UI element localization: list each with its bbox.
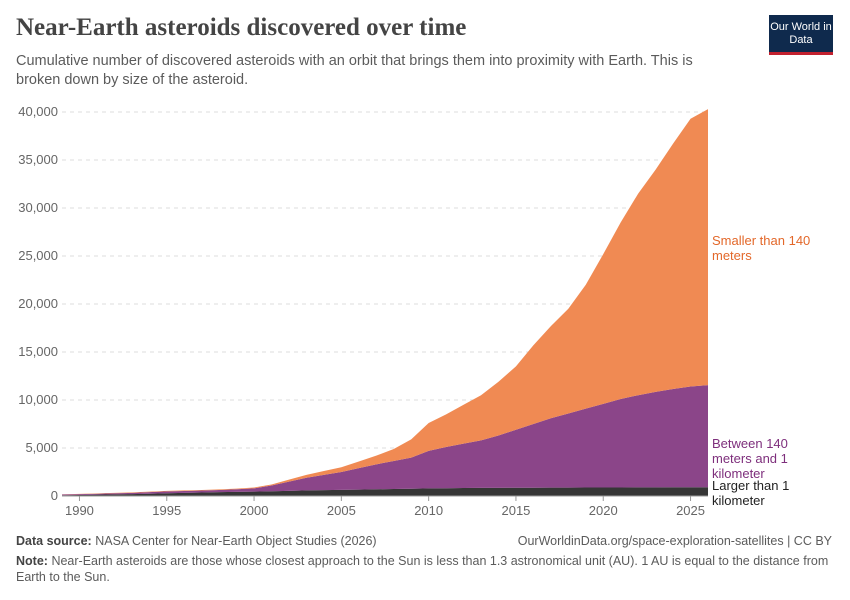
source-label: Data source:: [16, 534, 92, 548]
y-tick-label: 10,000: [18, 392, 58, 407]
y-tick-label: 25,000: [18, 248, 58, 263]
logo[interactable]: Our World in Data: [769, 15, 833, 55]
note-label: Note:: [16, 554, 48, 568]
y-tick-label: 20,000: [18, 296, 58, 311]
x-tick-label: 2005: [327, 503, 356, 518]
x-tick-label: 2020: [589, 503, 618, 518]
y-tick-label: 40,000: [18, 104, 58, 119]
logo-text: Our World in Data: [770, 21, 832, 46]
y-tick-label: 5,000: [25, 440, 58, 455]
source: NASA Center for Near-Earth Object Studie…: [95, 534, 377, 548]
y-tick-label: 30,000: [18, 200, 58, 215]
source-line: Data source: NASA Center for Near-Earth …: [16, 533, 377, 549]
area: [62, 109, 708, 495]
area: [62, 385, 708, 496]
y-tick-label: 15,000: [18, 344, 58, 359]
y-tick-label: 35,000: [18, 152, 58, 167]
series-label[interactable]: Larger than 1 kilometer: [712, 478, 790, 508]
area: [62, 487, 708, 496]
note-line: Note: Near-Earth asteroids are those who…: [16, 553, 836, 585]
subtitle: Cumulative number of discovered asteroid…: [16, 53, 693, 88]
x-tick-label: 2025: [676, 503, 705, 518]
x-tick-label: 2015: [501, 503, 530, 518]
series-label[interactable]: Smaller than 140 meters: [712, 233, 811, 263]
x-tick-label: 1990: [65, 503, 94, 518]
url[interactable]: OurWorldinData.org/space-exploration-sat…: [517, 534, 832, 548]
note: Near-Earth asteroids are those whose clo…: [16, 554, 829, 584]
x-tick-label: 2000: [240, 503, 269, 518]
x-tick-label: 2010: [414, 503, 443, 518]
title: Near-Earth asteroids discovered over tim…: [16, 14, 467, 41]
series-label[interactable]: Between 140 meters and 1 kilometer: [712, 436, 788, 481]
y-tick-label: 0: [51, 488, 58, 503]
x-tick-label: 1995: [152, 503, 181, 518]
